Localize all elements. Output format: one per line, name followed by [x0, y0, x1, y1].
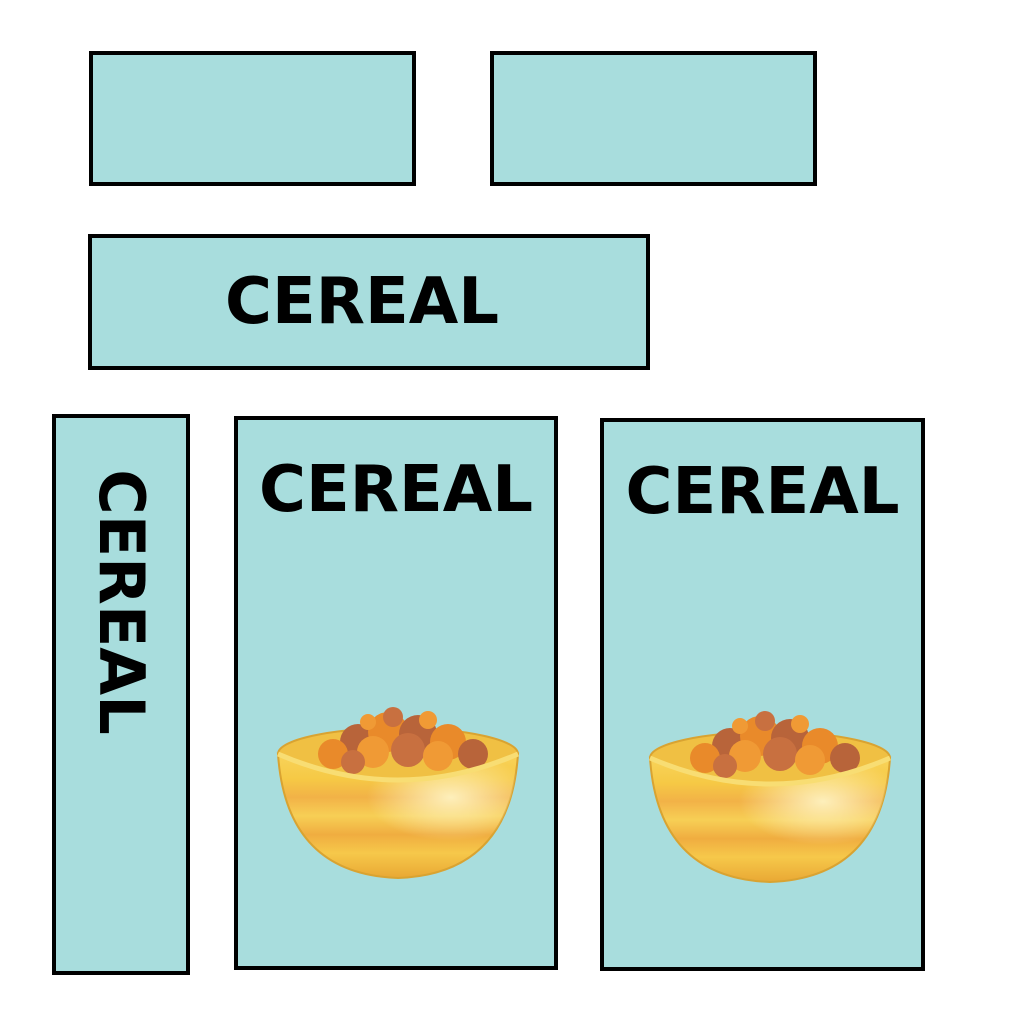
side-panel: CEREAL — [52, 414, 190, 975]
cereal-bowl-icon — [276, 707, 520, 880]
lid-label: CEREAL — [225, 265, 499, 339]
lid-panel: CEREAL — [88, 234, 650, 370]
top-right-flap-panel — [490, 51, 817, 186]
back-label: CEREAL — [625, 455, 900, 529]
top-left-flap-panel — [89, 51, 416, 186]
cereal-bowl-icon — [648, 711, 892, 884]
side-label: CEREAL — [85, 468, 158, 735]
front-panel: CEREAL — [234, 416, 558, 970]
front-label: CEREAL — [259, 453, 533, 527]
back-panel: CEREAL — [600, 418, 925, 971]
